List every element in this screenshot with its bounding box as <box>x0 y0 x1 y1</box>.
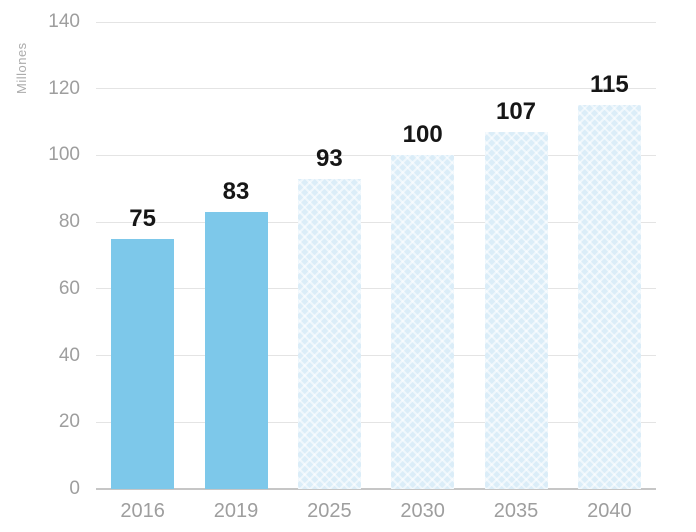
bar-2019[interactable] <box>204 212 268 489</box>
x-tick-label-2019: 2019 <box>213 500 259 522</box>
bar-value-label-2016: 75 <box>129 204 156 232</box>
y-axis-title: Millones <box>14 42 29 94</box>
bar-2030[interactable] <box>391 155 455 489</box>
x-tick-label-2030: 2030 <box>400 500 445 522</box>
y-tick-label-0: 0 <box>69 478 80 499</box>
y-tick-label-140: 140 <box>48 11 80 32</box>
gridline-100 <box>96 154 656 156</box>
bar-value-label-2025: 93 <box>315 144 343 172</box>
x-tick-label-2025: 2025 <box>307 500 352 522</box>
bar-value-label-2030: 100 <box>402 121 443 149</box>
x-tick-label-2040: 2040 <box>587 500 632 522</box>
y-tick-label-20: 20 <box>58 411 80 433</box>
y-tick-label-80: 80 <box>58 211 80 233</box>
gridline-20 <box>96 421 656 423</box>
bar-value-label-2035: 107 <box>495 98 537 126</box>
y-tick-label-40: 40 <box>58 344 80 366</box>
y-tick-label-120: 120 <box>48 77 80 99</box>
gridline-120 <box>96 88 656 90</box>
x-tick-label-2035: 2035 <box>493 500 539 522</box>
gridline-80 <box>96 221 656 223</box>
y-tick-label-100: 100 <box>48 144 80 166</box>
gridline-60 <box>96 288 656 290</box>
bar-2025[interactable] <box>297 178 361 489</box>
gridline-140 <box>96 21 656 23</box>
y-tick-label-60: 60 <box>58 277 80 299</box>
x-tick-label-2016: 2016 <box>120 500 165 522</box>
gridline-40 <box>96 355 656 357</box>
bar-2040[interactable] <box>577 105 641 489</box>
bar-2035[interactable] <box>484 132 548 489</box>
bar-value-label-2019: 83 <box>222 178 250 206</box>
x-axis-line <box>96 488 656 490</box>
bar-2016[interactable] <box>111 238 175 489</box>
bar-value-label-2040: 115 <box>589 71 629 99</box>
